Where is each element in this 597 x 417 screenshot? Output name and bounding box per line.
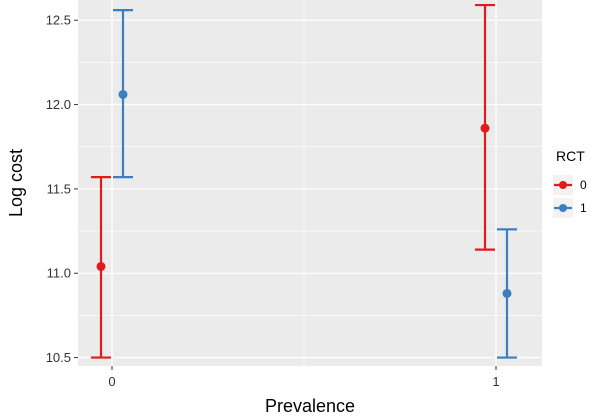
errorbar-series-1-x-1: [497, 228, 517, 359]
legend: RCT 0 1: [553, 148, 587, 218]
x-tick-label: 1: [492, 374, 499, 389]
y-tick-label: 12.0: [46, 97, 71, 112]
legend-key-0: [553, 175, 573, 195]
chart-marks: [91, 3, 517, 359]
legend-key-point: [559, 204, 567, 212]
y-tick-label: 11.0: [47, 266, 71, 281]
legend-label: 1: [580, 201, 587, 215]
data-point: [96, 261, 106, 271]
legend-label: 0: [580, 178, 587, 192]
y-axis-title: Log cost: [6, 149, 26, 217]
errorbar-series-0-x-0: [91, 175, 111, 359]
x-axis-title: Prevalence: [265, 396, 355, 416]
grid-minor: [78, 0, 542, 366]
y-tick-label: 10.5: [46, 350, 71, 365]
data-point: [502, 288, 512, 298]
legend-key-point: [559, 181, 567, 189]
data-point: [480, 123, 490, 133]
x-tick-label: 0: [108, 374, 115, 389]
data-point: [118, 89, 128, 99]
y-axis: 10.5 11.0 11.5 12.0 12.5: [46, 13, 78, 365]
legend-title: RCT: [556, 148, 585, 164]
y-tick-label: 11.5: [47, 181, 71, 196]
plot-panel: [78, 0, 542, 366]
errorbar-series-0-x-1: [475, 3, 495, 251]
legend-key-1: [553, 198, 573, 218]
errorbar-series-1-x-0: [113, 9, 133, 179]
grid-major: [78, 0, 542, 366]
y-tick-label: 12.5: [46, 13, 71, 28]
